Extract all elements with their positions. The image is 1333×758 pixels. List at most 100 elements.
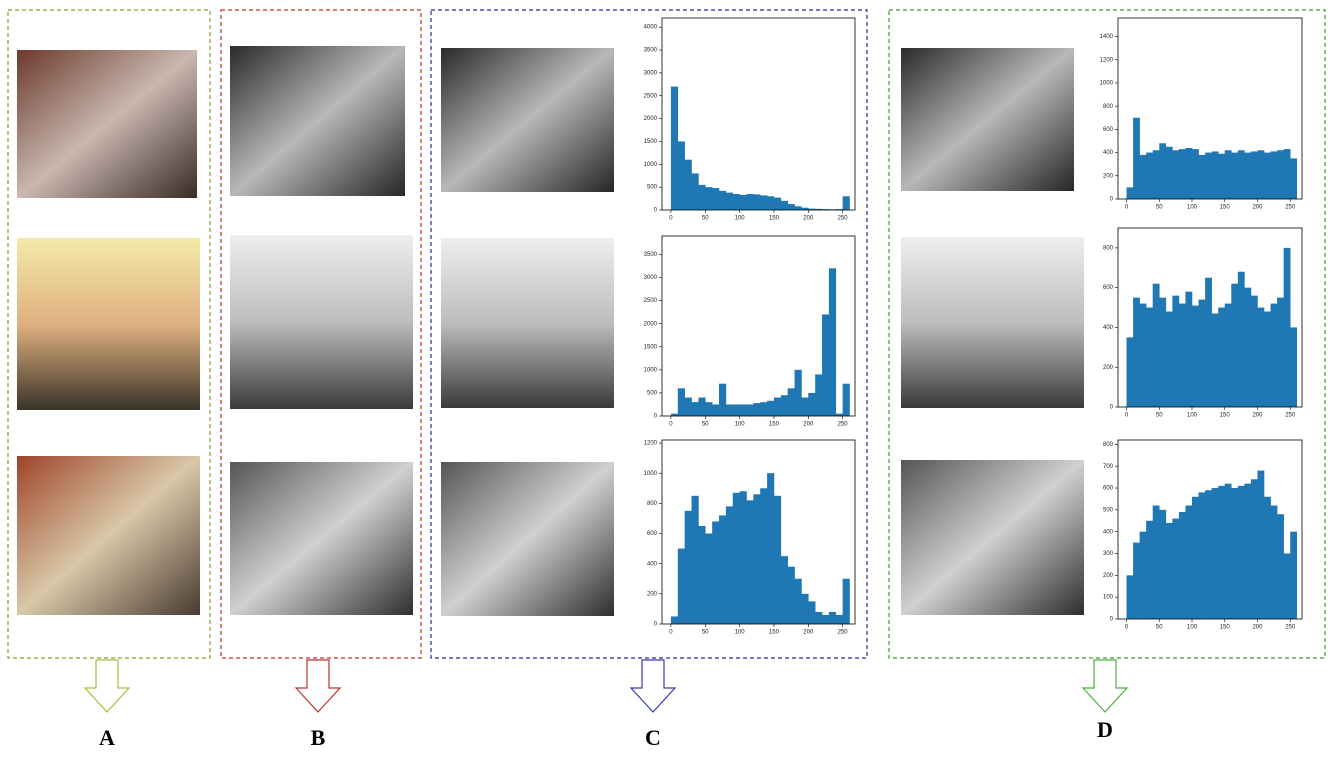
histogram-bar <box>795 370 802 416</box>
histogram-bar <box>1179 304 1186 407</box>
histogram-bar <box>746 194 753 210</box>
y-tick-label: 0 <box>654 208 658 214</box>
photo <box>441 238 614 408</box>
histogram-bar <box>781 395 788 416</box>
histogram-bar <box>1192 497 1199 619</box>
photo <box>17 456 200 615</box>
histogram-bar <box>705 187 712 210</box>
histogram-bar <box>1140 532 1147 619</box>
histogram-bar <box>1153 284 1160 407</box>
histogram-bar <box>1271 505 1278 619</box>
y-tick-label: 1000 <box>644 367 658 373</box>
histogram-bar <box>1159 510 1166 619</box>
histogram-bar <box>1140 304 1147 407</box>
x-tick-label: 250 <box>1285 205 1296 211</box>
histogram-bar <box>1185 148 1192 199</box>
x-tick-label: 50 <box>702 422 709 428</box>
x-tick-label: 150 <box>769 216 780 222</box>
photo <box>230 462 413 615</box>
histogram-bar <box>685 511 692 624</box>
histogram-bar <box>781 556 788 624</box>
histogram-bar <box>1133 298 1140 407</box>
y-tick-label: 3000 <box>644 275 658 281</box>
y-tick-label: 500 <box>647 185 658 191</box>
histogram-bar <box>1238 150 1245 199</box>
x-tick-label: 150 <box>1220 205 1231 211</box>
histogram-bar <box>671 87 678 210</box>
histogram-bar <box>1185 505 1192 619</box>
y-tick-label: 0 <box>1110 617 1114 623</box>
histogram-bar <box>1225 484 1232 619</box>
histogram-bar <box>760 488 767 624</box>
histogram-bar <box>1127 187 1134 199</box>
histogram-bar <box>1231 488 1238 619</box>
histogram-bar <box>1133 543 1140 619</box>
x-tick-label: 100 <box>1187 413 1198 419</box>
x-tick-label: 0 <box>669 630 673 636</box>
histogram-bar <box>726 404 733 416</box>
x-tick-label: 100 <box>735 422 746 428</box>
histogram-bar <box>1192 149 1199 199</box>
histogram-bar <box>1212 488 1219 619</box>
arrow <box>1083 660 1127 712</box>
histogram-bar <box>1251 479 1258 619</box>
histogram-bar <box>808 601 815 624</box>
histogram-bar <box>795 206 802 210</box>
histogram-bar <box>1264 497 1271 619</box>
x-tick-label: 100 <box>735 630 746 636</box>
y-tick-label: 600 <box>1103 285 1114 291</box>
histogram-bar <box>1244 484 1251 619</box>
histogram-bar <box>781 201 788 210</box>
y-tick-label: 400 <box>1103 150 1114 156</box>
histogram-bar <box>1127 575 1134 619</box>
histogram-bar <box>815 374 822 416</box>
histogram-bar <box>1277 150 1284 199</box>
x-tick-label: 250 <box>838 422 849 428</box>
histogram-bar <box>788 567 795 624</box>
histogram-bar <box>1159 298 1166 407</box>
y-tick-label: 1500 <box>644 344 658 350</box>
histogram-bar <box>1238 486 1245 619</box>
histogram-bar <box>767 196 774 210</box>
photo <box>441 48 614 192</box>
histogram-bar <box>692 496 699 624</box>
y-tick-label: 200 <box>647 591 658 597</box>
histogram-bar <box>1284 149 1291 199</box>
histogram-bar <box>1133 118 1140 199</box>
photo <box>901 48 1074 191</box>
histogram-bar <box>843 384 850 416</box>
histogram-bar <box>822 314 829 416</box>
y-tick-label: 3500 <box>644 48 658 54</box>
y-tick-label: 3000 <box>644 70 658 76</box>
histogram-bar <box>760 195 767 210</box>
histogram-bar <box>1146 153 1153 199</box>
histogram-bar <box>829 612 836 624</box>
histogram-bar <box>1257 471 1264 619</box>
panel-label: C <box>645 725 661 750</box>
histogram-bar <box>1218 486 1225 619</box>
histogram-bar <box>774 398 781 416</box>
histogram-bar <box>808 393 815 416</box>
histogram-bar <box>1205 490 1212 619</box>
histogram-bar <box>815 612 822 624</box>
histogram-bar <box>1212 314 1219 407</box>
x-tick-label: 50 <box>1156 205 1163 211</box>
x-tick-label: 200 <box>803 630 814 636</box>
histogram-bar <box>1271 304 1278 407</box>
histogram-bar <box>1192 306 1199 407</box>
y-tick-label: 1200 <box>1100 57 1114 63</box>
histogram-bar <box>698 526 705 624</box>
photo <box>230 46 405 196</box>
y-tick-label: 500 <box>647 391 658 397</box>
histogram-bar <box>843 196 850 210</box>
y-tick-label: 0 <box>1110 405 1114 411</box>
x-tick-label: 0 <box>669 422 673 428</box>
histogram-bar <box>1172 296 1179 407</box>
histogram-bar <box>733 404 740 416</box>
x-tick-label: 0 <box>1125 413 1129 419</box>
histogram-bar <box>1218 154 1225 199</box>
x-tick-label: 50 <box>1156 413 1163 419</box>
histogram-bar <box>788 204 795 210</box>
histogram-bar <box>705 402 712 416</box>
y-tick-label: 1400 <box>1100 34 1114 40</box>
